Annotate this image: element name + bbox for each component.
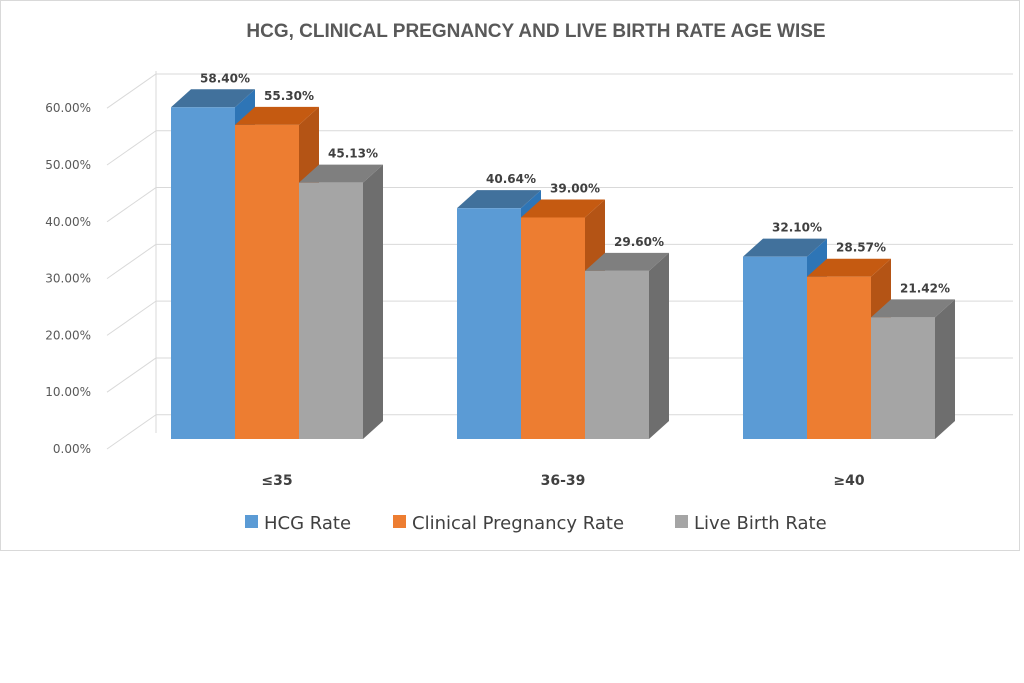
bar [585, 270, 649, 439]
bar-top [171, 89, 255, 108]
bar-top [743, 238, 827, 257]
bar [521, 217, 585, 439]
y-axis: 0.00% 10.00% 20.00% 30.00% 40.00% 50.00% 60.00… [45, 101, 91, 456]
x-axis: ≤35 36-39 ≥40 [261, 473, 864, 489]
legend-label: Live Birth Rate [694, 513, 827, 534]
legend-swatch [393, 515, 406, 528]
legend-label: Clinical Pregnancy Rate [412, 513, 624, 534]
bar [299, 182, 363, 439]
chart-frame: HCG, CLINICAL PREGNANCY AND LIVE BIRTH R… [0, 0, 1020, 551]
x-tick-label: 36-39 [541, 473, 586, 489]
bar-top [585, 252, 669, 271]
chart-title: HCG, CLINICAL PREGNANCY AND LIVE BIRTH R… [246, 21, 825, 42]
gridline-slant [106, 300, 157, 336]
bar [235, 124, 299, 440]
bar-side [649, 252, 669, 439]
y-tick-label: 40.00% [45, 215, 91, 229]
x-tick-label: ≤35 [261, 473, 292, 489]
bar-top [457, 190, 541, 209]
y-tick-label: 60.00% [45, 101, 91, 115]
bar [807, 276, 871, 439]
bar [743, 256, 807, 439]
gridline-slant [106, 130, 157, 166]
y-tick-label: 30.00% [45, 272, 91, 286]
gridline-slant [106, 73, 157, 109]
data-label: 55.30% [264, 89, 314, 103]
data-label: 58.40% [200, 71, 250, 85]
y-tick-label: 50.00% [45, 158, 91, 172]
legend-label: HCG Rate [264, 513, 351, 534]
bar-top [521, 199, 605, 218]
bar-top [299, 164, 383, 183]
bar-top [807, 258, 891, 277]
chart-canvas: HCG, CLINICAL PREGNANCY AND LIVE BIRTH R… [45, 21, 1013, 534]
bar [171, 107, 235, 440]
data-labels: 58.40% 55.30% 45.13% 40.64% 39.00% 29.60% 32.1… [200, 71, 950, 295]
data-label: 28.57% [836, 241, 886, 255]
y-tick-label: 20.00% [45, 328, 91, 342]
legend: HCG Rate Clinical Pregnancy Rate Live Birt… [245, 513, 827, 534]
data-label: 40.64% [486, 172, 536, 186]
bar-layer [171, 89, 955, 440]
data-label: 29.60% [614, 235, 664, 249]
x-tick-label: ≥40 [833, 473, 864, 489]
bar-top [235, 106, 319, 125]
y-tick-label: 10.00% [45, 385, 91, 399]
gridline-slant [106, 357, 157, 393]
bar [457, 208, 521, 439]
data-label: 32.10% [772, 221, 822, 235]
data-label: 45.13% [328, 147, 378, 161]
bar [871, 317, 935, 439]
bar-top [871, 299, 955, 318]
y-tick-label: 0.00% [53, 442, 91, 456]
bar-side [935, 299, 955, 439]
legend-swatch [245, 515, 258, 528]
gridline-slant [106, 414, 157, 450]
gridline-slant [106, 187, 157, 223]
gridline-slant [106, 243, 157, 280]
legend-swatch [675, 515, 688, 528]
bar-side [363, 164, 383, 439]
data-label: 39.00% [550, 181, 600, 195]
data-label: 21.42% [900, 281, 950, 295]
